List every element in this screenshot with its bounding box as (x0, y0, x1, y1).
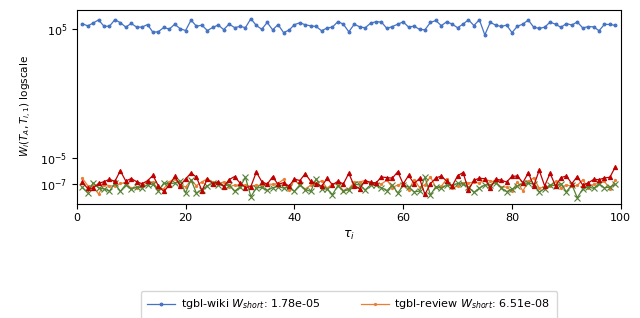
tgbl-comment $W_{short}$: 4.08e-08: (27, 7.23e-08): 4.08e-08: (27, 7.23e-08) (220, 184, 228, 188)
Y-axis label: $W_i(T_A, T_{i,1})$ logscale: $W_i(T_A, T_{i,1})$ logscale (19, 56, 35, 157)
tgbl-comment $W_{short}$: 4.08e-08: (53, 3.39e-08): 4.08e-08: (53, 3.39e-08) (361, 188, 369, 192)
tgbl-wiki $W_{short}$: 1.78e-05: (54, 2.64e+05): 1.78e-05: (54, 2.64e+05) (367, 21, 374, 25)
tgbl-review $W_{short}$: 6.51e-08: (25, 1.34e-07): 6.51e-08: (25, 1.34e-07) (209, 180, 216, 184)
tgbl-wiki $W_{short}$: 1.78e-05: (80, 4.94e+04): 1.78e-05: (80, 4.94e+04) (508, 31, 516, 35)
tgbl-coin $W_{short}$: 1.43e-07: (99, 2.1e-06): 1.43e-07: (99, 2.1e-06) (612, 165, 620, 169)
tgbl-review $W_{short}$: 6.51e-08: (80, 2.6e-08): 6.51e-08: (80, 2.6e-08) (508, 190, 516, 193)
tgbl-wiki $W_{short}$: 1.78e-05: (99, 1.78e+05): 1.78e-05: (99, 1.78e+05) (612, 24, 620, 27)
tgbl-coin $W_{short}$: 1.43e-07: (64, 1.52e-08): 1.43e-07: (64, 1.52e-08) (421, 192, 429, 196)
tgbl-coin $W_{short}$: 1.43e-07: (1, 1.35e-07): 1.43e-07: (1, 1.35e-07) (78, 180, 86, 184)
tgbl-wiki $W_{short}$: 1.78e-05: (27, 8.47e+04): 1.78e-05: (27, 8.47e+04) (220, 28, 228, 31)
Line: tgbl-coin $W_{short}$: 1.43e-07: tgbl-coin $W_{short}$: 1.43e-07 (80, 165, 618, 197)
tgbl-comment $W_{short}$: 4.08e-08: (92, 8.3e-09): 4.08e-08: (92, 8.3e-09) (573, 196, 581, 200)
tgbl-wiki $W_{short}$: 1.78e-05: (51, 2.19e+05): 1.78e-05: (51, 2.19e+05) (351, 22, 358, 26)
tgbl-comment $W_{short}$: 4.08e-08: (24, 7.1e-08): 4.08e-08: (24, 7.1e-08) (204, 184, 211, 188)
Line: tgbl-wiki $W_{short}$: 1.78e-05: tgbl-wiki $W_{short}$: 1.78e-05 (79, 16, 618, 38)
tgbl-review $W_{short}$: 6.51e-08: (65, 3.58e-07): 6.51e-08: (65, 3.58e-07) (427, 175, 435, 179)
tgbl-coin $W_{short}$: 1.43e-07: (27, 6.06e-08): 1.43e-07: (27, 6.06e-08) (220, 185, 228, 189)
tgbl-comment $W_{short}$: 4.08e-08: (79, 2.49e-08): 4.08e-08: (79, 2.49e-08) (503, 190, 511, 194)
tgbl-comment $W_{short}$: 4.08e-08: (64, 3.2e-07): 4.08e-08: (64, 3.2e-07) (421, 176, 429, 179)
tgbl-wiki $W_{short}$: 1.78e-05: (24, 7.1e+04): 1.78e-05: (24, 7.1e+04) (204, 29, 211, 32)
tgbl-coin $W_{short}$: 1.43e-07: (24, 2.38e-07): 1.43e-07: (24, 2.38e-07) (204, 177, 211, 181)
Legend: tgbl-wiki $W_{short}$: 1.78e-05, tgbl-comment $W_{short}$: 4.08e-08, tgbl-review: tgbl-wiki $W_{short}$: 1.78e-05, tgbl-co… (141, 291, 557, 318)
X-axis label: $\tau_i$: $\tau_i$ (343, 229, 355, 242)
tgbl-review $W_{short}$: 6.51e-08: (4, 1.61e-08): 6.51e-08: (4, 1.61e-08) (95, 192, 102, 196)
tgbl-wiki $W_{short}$: 1.78e-05: (32, 5.87e+05): 1.78e-05: (32, 5.87e+05) (247, 17, 255, 21)
tgbl-comment $W_{short}$: 4.08e-08: (1, 5.28e-08): 4.08e-08: (1, 5.28e-08) (78, 185, 86, 189)
tgbl-review $W_{short}$: 6.51e-08: (32, 6.51e-08): 6.51e-08: (32, 6.51e-08) (247, 184, 255, 188)
tgbl-wiki $W_{short}$: 1.78e-05: (31, 1.21e+05): 1.78e-05: (31, 1.21e+05) (242, 26, 250, 30)
tgbl-coin $W_{short}$: 1.43e-07: (50, 6.54e-07): 1.43e-07: (50, 6.54e-07) (345, 171, 353, 175)
tgbl-coin $W_{short}$: 1.43e-07: (31, 5.18e-08): 1.43e-07: (31, 5.18e-08) (242, 186, 250, 190)
tgbl-coin $W_{short}$: 1.43e-07: (79, 1.38e-07): 1.43e-07: (79, 1.38e-07) (503, 180, 511, 184)
tgbl-review $W_{short}$: 6.51e-08: (54, 1.26e-07): 6.51e-08: (54, 1.26e-07) (367, 181, 374, 184)
tgbl-review $W_{short}$: 6.51e-08: (99, 1.83e-07): 6.51e-08: (99, 1.83e-07) (612, 178, 620, 182)
tgbl-review $W_{short}$: 6.51e-08: (1, 2.75e-07): 6.51e-08: (1, 2.75e-07) (78, 176, 86, 180)
tgbl-review $W_{short}$: 6.51e-08: (28, 5.89e-08): 6.51e-08: (28, 5.89e-08) (225, 185, 233, 189)
tgbl-comment $W_{short}$: 4.08e-08: (99, 9.06e-08): 4.08e-08: (99, 9.06e-08) (612, 183, 620, 186)
tgbl-comment $W_{short}$: 4.08e-08: (50, 3.48e-08): 4.08e-08: (50, 3.48e-08) (345, 188, 353, 192)
tgbl-comment $W_{short}$: 4.08e-08: (31, 3.16e-07): 4.08e-08: (31, 3.16e-07) (242, 176, 250, 179)
Line: tgbl-review $W_{short}$: 6.51e-08: tgbl-review $W_{short}$: 6.51e-08 (80, 175, 618, 196)
tgbl-wiki $W_{short}$: 1.78e-05: (75, 3.28e+04): 1.78e-05: (75, 3.28e+04) (481, 33, 489, 37)
tgbl-wiki $W_{short}$: 1.78e-05: (1, 2.45e+05): 1.78e-05: (1, 2.45e+05) (78, 22, 86, 25)
Line: tgbl-comment $W_{short}$: 4.08e-08: tgbl-comment $W_{short}$: 4.08e-08 (79, 175, 618, 201)
tgbl-coin $W_{short}$: 1.43e-07: (53, 1.74e-07): 1.43e-07: (53, 1.74e-07) (361, 179, 369, 183)
tgbl-review $W_{short}$: 6.51e-08: (51, 1.31e-07): 6.51e-08: (51, 1.31e-07) (351, 180, 358, 184)
